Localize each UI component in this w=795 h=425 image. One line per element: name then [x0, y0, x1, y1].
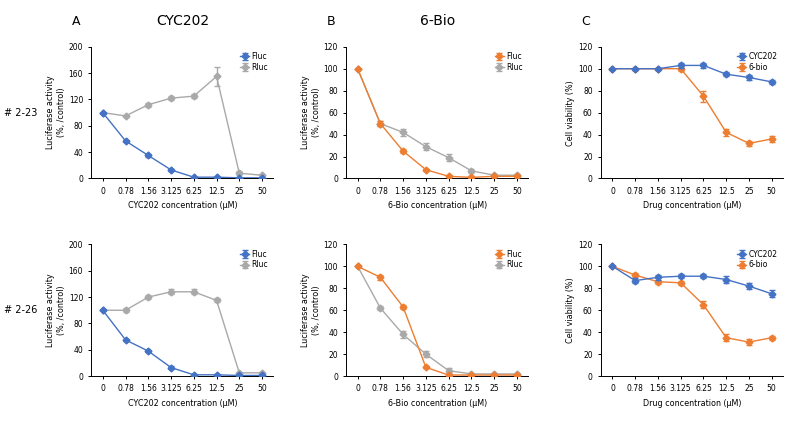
Text: A: A: [72, 14, 80, 28]
Legend: CYC202, 6-bio: CYC202, 6-bio: [735, 248, 779, 271]
X-axis label: 6-Bio concentration (μM): 6-Bio concentration (μM): [388, 399, 487, 408]
Text: 6-Bio: 6-Bio: [420, 14, 455, 28]
Legend: Fluc, Rluc: Fluc, Rluc: [494, 248, 525, 271]
Legend: CYC202, 6-bio: CYC202, 6-bio: [735, 51, 779, 73]
X-axis label: CYC202 concentration (μM): CYC202 concentration (μM): [128, 399, 237, 408]
Y-axis label: Luciferase activity
(%, /control): Luciferase activity (%, /control): [46, 76, 66, 150]
Y-axis label: Cell viability (%): Cell viability (%): [567, 80, 576, 145]
Legend: Fluc, Rluc: Fluc, Rluc: [238, 248, 270, 271]
Text: B: B: [327, 14, 335, 28]
Y-axis label: Luciferase activity
(%, /control): Luciferase activity (%, /control): [46, 273, 66, 347]
Legend: Fluc, Rluc: Fluc, Rluc: [494, 51, 525, 73]
Text: # 2-23: # 2-23: [4, 108, 37, 118]
Text: C: C: [581, 14, 590, 28]
Text: CYC202: CYC202: [156, 14, 209, 28]
X-axis label: CYC202 concentration (μM): CYC202 concentration (μM): [128, 201, 237, 210]
Y-axis label: Cell viability (%): Cell viability (%): [567, 278, 576, 343]
Y-axis label: Luciferase activity
(%, /control): Luciferase activity (%, /control): [301, 273, 320, 347]
Legend: Fluc, Rluc: Fluc, Rluc: [238, 51, 270, 73]
Y-axis label: Luciferase activity
(%, /control): Luciferase activity (%, /control): [301, 76, 320, 150]
X-axis label: Drug concentration (μM): Drug concentration (μM): [643, 399, 741, 408]
X-axis label: Drug concentration (μM): Drug concentration (μM): [643, 201, 741, 210]
Text: # 2-26: # 2-26: [4, 305, 37, 315]
X-axis label: 6-Bio concentration (μM): 6-Bio concentration (μM): [388, 201, 487, 210]
